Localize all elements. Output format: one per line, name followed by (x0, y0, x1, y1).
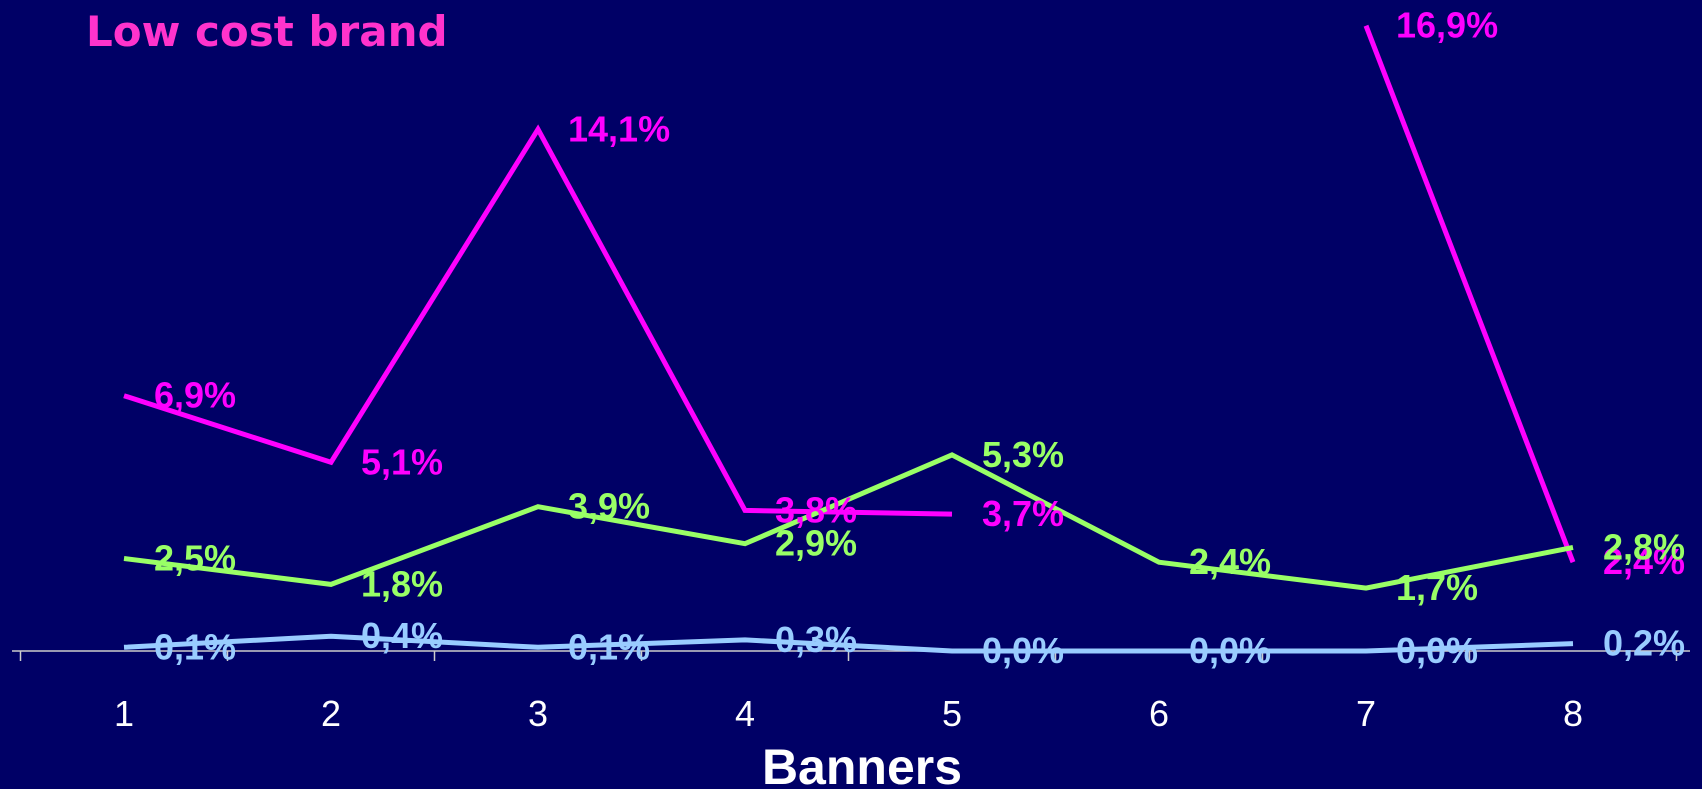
data-label-series-3: 0,1% (568, 626, 650, 667)
x-tick-label: 6 (1149, 693, 1169, 734)
data-label-series-2: 2,4% (1189, 541, 1271, 582)
series-lines (123, 24, 1576, 654)
data-label-series-3: 0,0% (1189, 630, 1271, 671)
data-label-series-3: 0,0% (1396, 630, 1478, 671)
data-label-series-1: 14,1% (568, 108, 670, 149)
data-label-series-3: 0,0% (982, 630, 1064, 671)
x-axis-label: Banners (762, 739, 962, 789)
series-line-2 (123, 452, 1574, 591)
series-line-1 (123, 124, 953, 517)
data-label-series-3: 0,4% (361, 615, 443, 656)
data-label-series-2: 2,9% (775, 523, 857, 564)
data-label-series-2: 2,8% (1603, 526, 1685, 567)
chart-title: Low cost brand (86, 7, 448, 56)
data-label-series-1: 16,9% (1396, 5, 1498, 46)
data-label-series-2: 3,9% (568, 486, 650, 527)
data-label-series-3: 0,3% (775, 619, 857, 660)
series-line-3 (123, 633, 1574, 654)
data-label-series-1: 6,9% (154, 375, 236, 416)
data-label-series-3: 0,1% (154, 626, 236, 667)
x-tick-label: 8 (1563, 693, 1583, 734)
x-tick-label: 3 (528, 693, 548, 734)
x-tick-label: 7 (1356, 693, 1376, 734)
series-line-1 (1363, 24, 1576, 564)
data-label-series-1: 5,1% (361, 441, 443, 482)
data-labels: 6,9% 5,1% 14,1% 3,8% 3,7% 16,9% 2,4% 2,5% 1,8% 3,… (154, 5, 1685, 671)
data-label-series-2: 1,7% (1396, 567, 1478, 608)
x-tick-label: 1 (114, 693, 134, 734)
data-label-series-1: 2,4% (1603, 541, 1685, 582)
data-label-series-2: 1,8% (361, 563, 443, 604)
data-label-series-3: 0,2% (1603, 623, 1685, 664)
data-label-series-1: 3,7% (982, 493, 1064, 534)
data-label-series-2: 5,3% (982, 434, 1064, 475)
x-axis-tick-labels: 1 2 3 4 5 6 7 8 (114, 693, 1583, 734)
x-tick-label: 2 (321, 693, 341, 734)
x-tick-label: 4 (735, 693, 755, 734)
data-label-series-1: 3,8% (775, 489, 857, 530)
x-tick-label: 5 (942, 693, 962, 734)
data-label-series-2: 2,5% (154, 538, 236, 579)
